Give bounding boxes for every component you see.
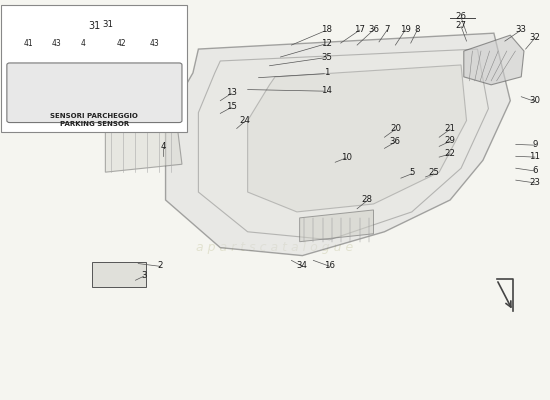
Text: 25: 25	[428, 168, 439, 178]
Polygon shape	[106, 120, 182, 172]
Text: 23: 23	[530, 178, 541, 187]
Text: 10: 10	[340, 152, 351, 162]
Text: 2: 2	[157, 261, 163, 270]
Bar	[92, 262, 146, 287]
Text: 7: 7	[384, 25, 390, 34]
Text: 15: 15	[226, 102, 236, 111]
Text: 12: 12	[322, 38, 333, 48]
Text: 29: 29	[444, 136, 455, 145]
Text: 20: 20	[390, 124, 401, 133]
Text: 42: 42	[117, 38, 126, 48]
Text: 3: 3	[141, 271, 146, 280]
Text: 4: 4	[160, 142, 166, 151]
Text: 8: 8	[415, 25, 420, 34]
Text: a p a r t s c a t a l o g u e: a p a r t s c a t a l o g u e	[196, 241, 354, 254]
Text: 32: 32	[530, 33, 541, 42]
Text: 6: 6	[532, 166, 538, 175]
Text: 5: 5	[409, 168, 415, 178]
Text: 43: 43	[51, 38, 61, 48]
Text: 16: 16	[324, 261, 335, 270]
Polygon shape	[166, 33, 510, 256]
Text: 36: 36	[390, 137, 401, 146]
Text: SENSORI PARCHEGGIO
PARKING SENSOR: SENSORI PARCHEGGIO PARKING SENSOR	[51, 113, 139, 126]
Polygon shape	[464, 35, 524, 85]
Text: 13: 13	[226, 88, 236, 97]
Polygon shape	[248, 65, 466, 212]
Text: 1: 1	[324, 68, 330, 77]
Text: 11: 11	[530, 152, 541, 161]
Text: 31: 31	[89, 21, 101, 31]
Text: 17: 17	[354, 25, 365, 34]
Text: 9: 9	[532, 140, 537, 149]
FancyBboxPatch shape	[7, 63, 182, 122]
FancyBboxPatch shape	[2, 5, 188, 132]
Text: 36: 36	[368, 25, 379, 34]
Text: 19: 19	[400, 25, 411, 34]
Text: 43: 43	[150, 38, 160, 48]
Text: 27: 27	[455, 21, 466, 30]
Polygon shape	[199, 49, 488, 240]
Text: 31: 31	[103, 20, 114, 28]
Text: 28: 28	[361, 196, 372, 204]
Text: 21: 21	[444, 124, 455, 133]
Text: 14: 14	[322, 86, 333, 95]
Text: 34: 34	[297, 261, 308, 270]
Text: 41: 41	[24, 38, 34, 48]
Text: 4: 4	[81, 38, 86, 48]
Text: 18: 18	[322, 25, 333, 34]
Text: 24: 24	[239, 116, 250, 125]
Text: 33: 33	[516, 25, 527, 34]
Text: 35: 35	[322, 52, 333, 62]
Text: 26: 26	[455, 12, 466, 20]
Text: 30: 30	[530, 96, 541, 105]
Text: 22: 22	[444, 149, 455, 158]
Polygon shape	[300, 210, 373, 242]
